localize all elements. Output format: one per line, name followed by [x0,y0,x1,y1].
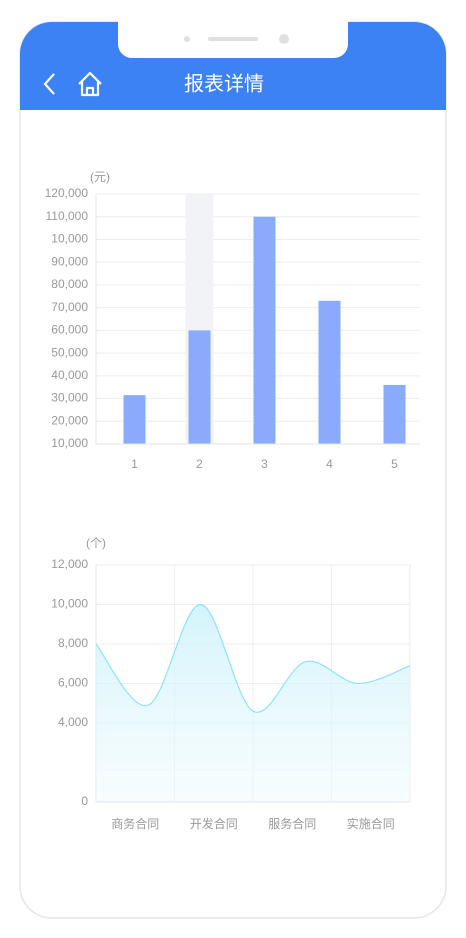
y-tick-label: 12,000 [51,557,88,571]
x-tick-label: 开发合同 [190,816,238,831]
y-tick-label: 80,000 [51,277,88,291]
notch-dot [184,36,190,42]
y-tick-label: 30,000 [51,391,88,405]
x-tick-label: 4 [326,457,333,471]
notch [118,10,348,58]
home-button[interactable] [78,71,102,97]
bar [253,216,276,444]
bar [123,395,146,444]
bar [318,300,341,444]
y-tick-label: 20,000 [51,413,88,427]
y-tick-label: 70,000 [51,300,88,314]
area [96,604,410,802]
x-tick-label: 商务合同 [111,816,159,831]
y-tick-label: 10,000 [51,597,88,611]
line [95,603,411,713]
y-tick-label: 90,000 [51,254,88,268]
y-tick-label: 10,000 [51,436,88,450]
y-tick-label: 0 [81,794,88,808]
y-tick-label: 50,000 [51,345,88,359]
y-tick-label: 120,000 [45,186,89,200]
y-tick-label: 8,000 [58,636,88,650]
y-tick-label: 6,000 [58,676,88,690]
y-tick-label: 110,000 [46,209,89,223]
y-unit: (个) [86,536,106,550]
bar [188,330,211,444]
y-tick-label: 10,000 [51,232,88,246]
x-tick-label: 5 [391,457,398,471]
back-button[interactable] [43,73,55,95]
x-tick-label: 2 [196,457,203,471]
notch-speaker [208,37,258,41]
bar [383,384,406,444]
x-tick-label: 3 [261,457,268,471]
page-title: 报表详情 [184,72,264,95]
x-tick-label: 服务合同 [268,816,316,831]
y-tick-label: 60,000 [51,323,88,337]
y-tick-label: 4,000 [58,715,88,729]
x-tick-label: 1 [131,457,138,471]
y-unit: (元) [90,170,110,184]
x-tick-label: 实施合同 [347,816,395,831]
y-tick-label: 40,000 [51,368,88,382]
notch-camera [279,34,289,44]
